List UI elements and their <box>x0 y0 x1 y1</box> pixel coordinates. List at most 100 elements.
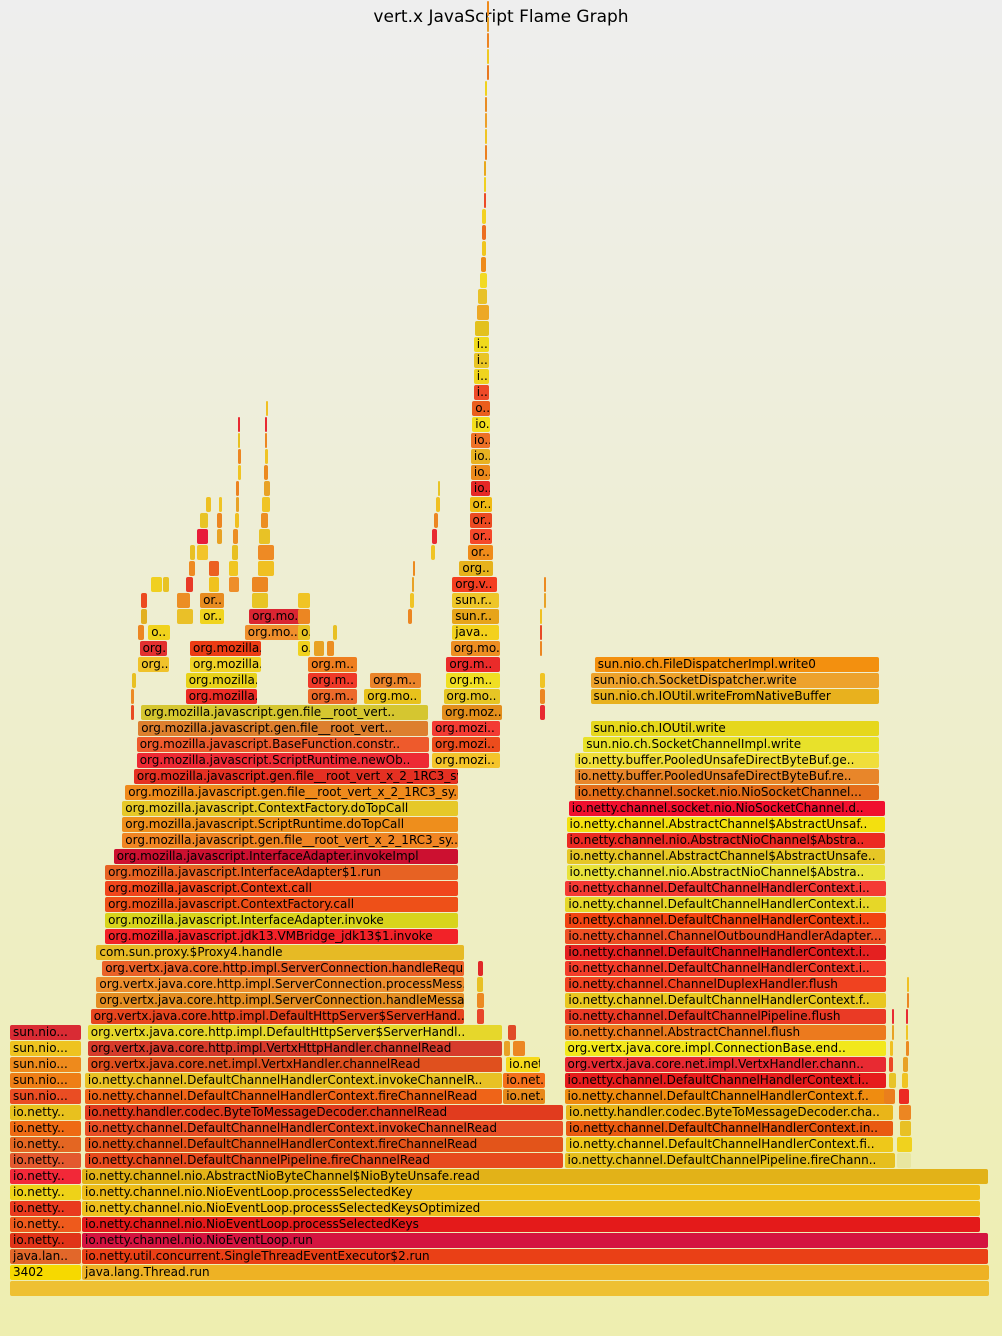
flame-frame[interactable]: io.netty.channel.ChannelDuplexHandler.fl… <box>565 977 885 992</box>
flame-frame[interactable]: org.mozilla.javascript.ScriptRuntime.new… <box>137 753 430 768</box>
flame-frame[interactable] <box>475 321 488 336</box>
flame-frame[interactable] <box>233 529 238 544</box>
flame-frame[interactable] <box>264 481 270 496</box>
flame-frame[interactable] <box>485 129 487 144</box>
flame-frame[interactable] <box>907 993 909 1008</box>
flame-frame[interactable] <box>314 641 325 656</box>
flame-frame[interactable] <box>484 177 486 192</box>
flame-frame[interactable]: io.netty.channel.DefaultChannelHandlerCo… <box>565 881 885 896</box>
flame-frame[interactable] <box>265 417 267 432</box>
flame-frame[interactable]: org.vertx.java.core.http.impl.DefaultHtt… <box>91 1009 465 1024</box>
flame-frame[interactable]: io.netty.. <box>10 1105 81 1120</box>
flame-frame[interactable]: sun.nio... <box>10 1073 81 1088</box>
flame-frame[interactable]: or.. <box>200 609 224 624</box>
flame-frame[interactable] <box>477 977 483 992</box>
flame-frame[interactable] <box>235 513 240 528</box>
flame-frame[interactable] <box>906 1009 908 1024</box>
flame-frame[interactable]: or.. <box>200 593 224 608</box>
flame-frame[interactable] <box>209 561 220 576</box>
flame-frame[interactable] <box>238 417 240 432</box>
flame-frame[interactable] <box>265 449 268 464</box>
flame-frame[interactable] <box>897 1137 912 1152</box>
flame-frame[interactable] <box>132 673 135 688</box>
flame-frame[interactable]: org.mozilla.javascript.jdk13.VMBridge_jd… <box>105 929 458 944</box>
flame-frame[interactable] <box>252 593 268 608</box>
flame-frame[interactable]: org.mozilla.javascript.ContextFactory.ca… <box>105 897 458 912</box>
flame-frame[interactable] <box>258 561 274 576</box>
flame-frame[interactable]: org.mo.. <box>245 625 306 640</box>
flame-frame[interactable]: org.. <box>140 641 168 656</box>
flame-frame[interactable] <box>413 561 415 576</box>
flame-frame[interactable] <box>484 161 486 176</box>
flame-frame[interactable]: org.m.. <box>370 673 421 688</box>
flame-frame[interactable]: io.netty.channel.DefaultChannelHandlerCo… <box>565 945 885 960</box>
flame-frame[interactable] <box>209 577 220 592</box>
flame-frame[interactable]: org.vertx.java.core.http.impl.ServerConn… <box>96 993 464 1008</box>
flame-frame[interactable] <box>890 1041 893 1056</box>
flame-frame[interactable]: sun.nio.ch.IOUtil.writeFromNativeBuffer <box>591 689 880 704</box>
flame-frame[interactable]: io.net.. <box>506 1057 540 1072</box>
flame-frame[interactable] <box>902 1073 908 1088</box>
flame-frame[interactable] <box>540 689 545 704</box>
flame-frame[interactable]: io.net.. <box>503 1073 545 1088</box>
flame-frame[interactable] <box>480 273 488 288</box>
flame-frame[interactable] <box>485 145 487 160</box>
flame-frame[interactable] <box>487 33 489 48</box>
flame-frame[interactable] <box>131 705 134 720</box>
flame-frame[interactable] <box>540 625 542 640</box>
flame-frame[interactable]: org.mozilla.javascript.gen.file__root_ve… <box>141 705 428 720</box>
flame-frame[interactable] <box>481 257 486 272</box>
flame-frame[interactable]: io.netty.channel.socket.nio.NioSocketCha… <box>569 801 885 816</box>
flame-frame[interactable]: io.netty.. <box>10 1185 81 1200</box>
flame-frame[interactable]: org.mozilla.jav.. <box>190 657 261 672</box>
flame-frame[interactable] <box>197 529 208 544</box>
flame-frame[interactable]: io.netty.channel.DefaultChannelPipeline.… <box>85 1153 564 1168</box>
flame-frame[interactable]: org.mozi.. <box>432 737 500 752</box>
flame-frame[interactable] <box>907 977 909 992</box>
flame-frame[interactable] <box>431 545 436 560</box>
flame-frame[interactable] <box>892 1009 894 1024</box>
flame-frame[interactable] <box>897 1153 910 1168</box>
flame-frame[interactable]: io.netty.channel.DefaultChannelHandlerCo… <box>85 1089 502 1104</box>
flame-frame[interactable] <box>258 545 274 560</box>
flame-frame[interactable] <box>487 17 489 32</box>
flame-frame[interactable] <box>163 577 169 592</box>
flame-frame[interactable] <box>298 593 310 608</box>
flame-frame[interactable] <box>252 577 268 592</box>
flame-frame[interactable] <box>906 1025 908 1040</box>
flame-frame[interactable]: or.. <box>470 529 492 544</box>
flame-frame[interactable]: org.mozilla.javascript.InterfaceAdapter.… <box>105 913 458 928</box>
flame-frame[interactable] <box>544 577 546 592</box>
flame-frame[interactable] <box>236 481 239 496</box>
flame-frame[interactable]: or.. <box>468 545 493 560</box>
flame-frame[interactable]: sun.nio.ch.SocketChannelImpl.write <box>583 737 879 752</box>
flame-frame[interactable]: org.moz.. <box>442 705 502 720</box>
flame-frame[interactable] <box>485 97 487 112</box>
flame-frame[interactable]: org.mozilla.jav.. <box>186 673 257 688</box>
flame-frame[interactable]: org.mozilla.javascript.gen.file__root_ve… <box>125 785 458 800</box>
flame-frame[interactable] <box>266 401 268 416</box>
flame-frame[interactable]: org.mo.. <box>444 689 501 704</box>
flame-frame[interactable]: 3402 <box>10 1265 81 1280</box>
flame-frame[interactable] <box>177 609 193 624</box>
flame-frame[interactable] <box>217 529 222 544</box>
flame-frame[interactable] <box>434 513 439 528</box>
flame-frame[interactable]: io.netty.channel.AbstractChannel$Abstrac… <box>567 817 886 832</box>
flame-frame[interactable] <box>513 1041 525 1056</box>
flame-frame[interactable]: io.netty.channel.DefaultChannelHandlerCo… <box>565 1073 887 1088</box>
flame-frame[interactable] <box>408 609 413 624</box>
flame-frame[interactable] <box>265 433 267 448</box>
flame-frame[interactable]: sun.nio... <box>10 1089 81 1104</box>
flame-frame[interactable]: java.lang.Thread.run <box>82 1265 989 1280</box>
flame-frame[interactable]: sun.r.. <box>452 609 499 624</box>
flame-frame[interactable] <box>540 609 542 624</box>
flame-frame[interactable]: sun.nio... <box>10 1025 81 1040</box>
flame-frame[interactable]: i.. <box>474 369 489 384</box>
flame-frame[interactable] <box>477 1009 485 1024</box>
flame-frame[interactable] <box>478 961 483 976</box>
flame-frame[interactable]: sun.nio.ch.IOUtil.write <box>591 721 880 736</box>
flame-frame[interactable]: io.netty.channel.DefaultChannelPipeline.… <box>565 1153 895 1168</box>
flame-frame[interactable] <box>412 577 414 592</box>
flame-frame[interactable] <box>298 609 310 624</box>
flame-frame[interactable]: org.mozilla.javascript.InterfaceAdapter$… <box>105 865 458 880</box>
